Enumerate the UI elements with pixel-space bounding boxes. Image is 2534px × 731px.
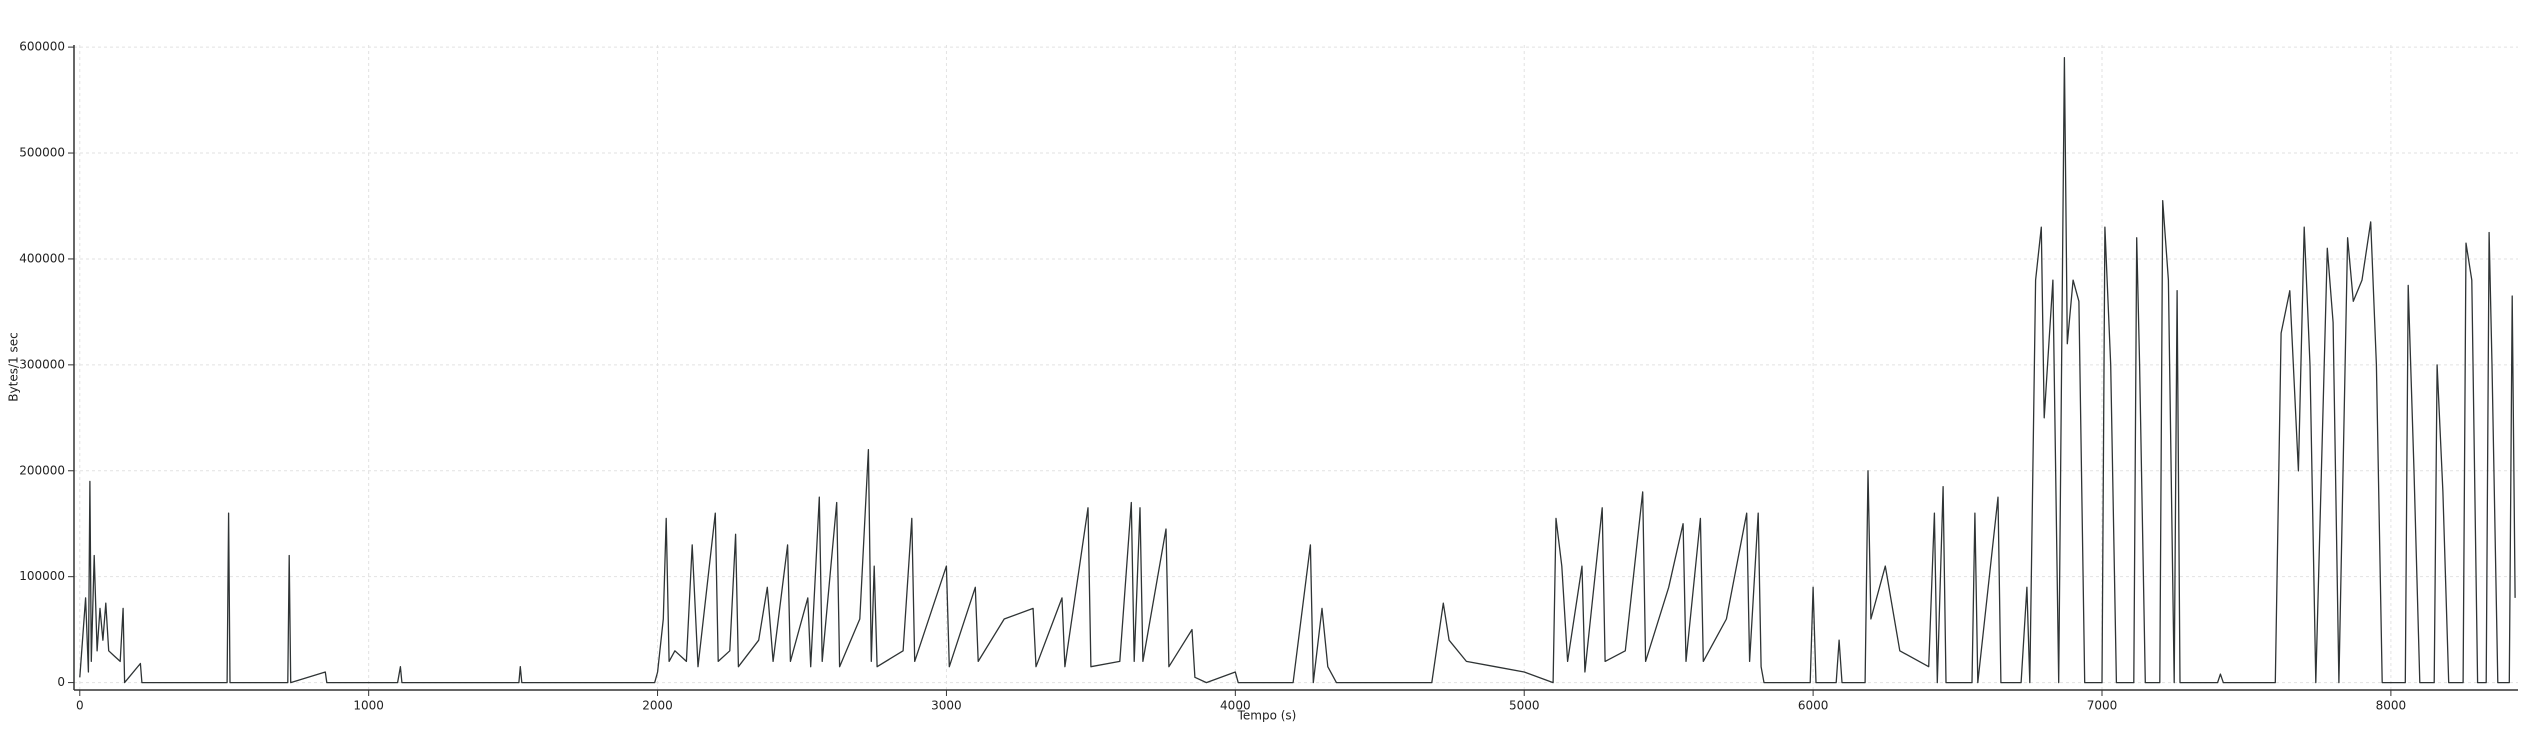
y-tick-label: 600000 [19, 40, 65, 54]
x-tick-label: 1000 [353, 699, 384, 713]
y-tick-label: 400000 [19, 251, 65, 265]
y-tick-label: 200000 [19, 463, 65, 477]
data-line [79, 57, 2516, 684]
x-tick-label: 4000 [1220, 699, 1251, 713]
x-axis-title: Tempo (s) [1237, 709, 1297, 723]
x-tick-label: 3000 [931, 699, 962, 713]
x-tick-label: 2000 [642, 699, 673, 713]
y-axis-title: Bytes/1 sec [7, 332, 21, 401]
x-tick-label: 6000 [1798, 699, 1829, 713]
y-tick-label: 500000 [19, 146, 65, 160]
y-tick-label: 300000 [19, 357, 65, 371]
y-tick-label: 100000 [19, 569, 65, 583]
x-tick-label: 0 [76, 699, 84, 713]
x-tick-label: 5000 [1509, 699, 1540, 713]
x-tick-label: 7000 [2087, 699, 2118, 713]
x-tick-label: 8000 [2376, 699, 2407, 713]
y-tick-label: 0 [57, 675, 65, 689]
